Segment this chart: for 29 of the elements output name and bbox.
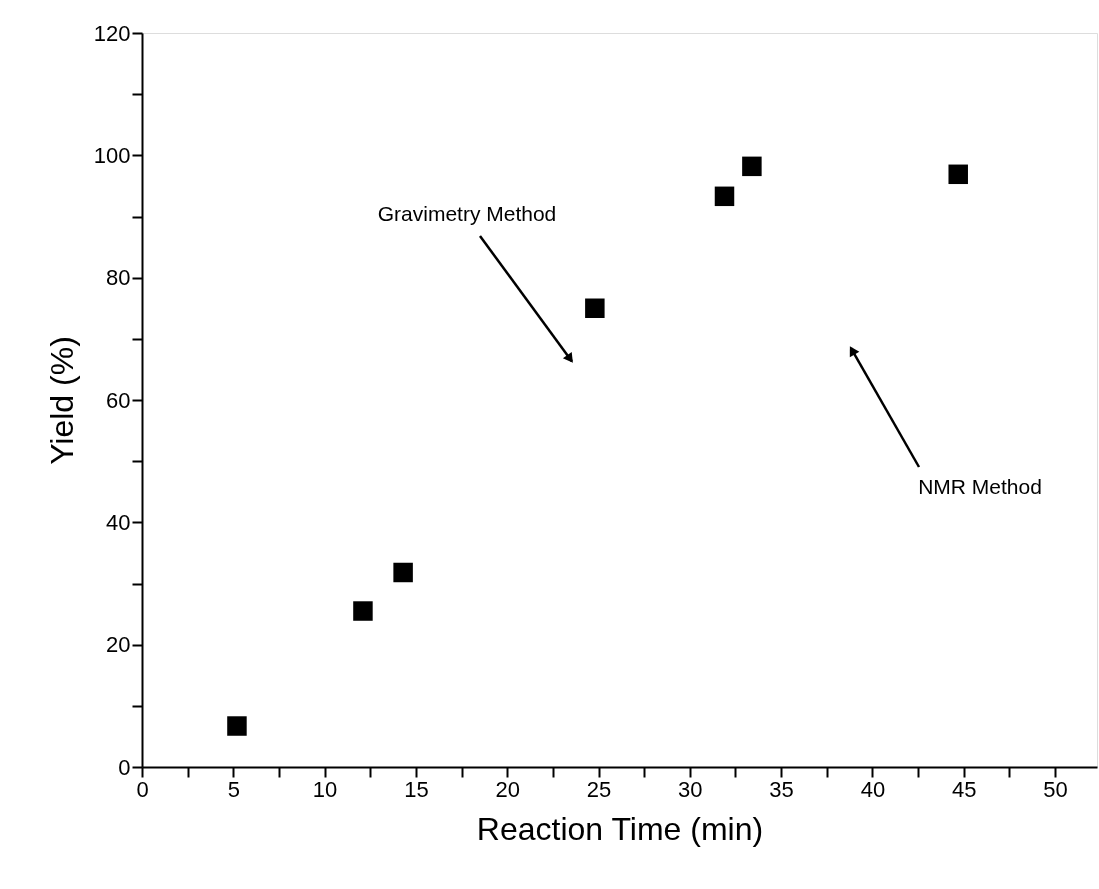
x-tick-label: 50	[1043, 776, 1068, 802]
x-tick-label: 45	[951, 776, 977, 802]
point	[948, 164, 968, 185]
annotation: Gravimetry Method	[377, 202, 557, 225]
y-tick-label: 0	[118, 754, 131, 780]
y-tick-label: 20	[106, 632, 131, 658]
y-tick-label: 60	[106, 387, 131, 413]
x-tick-label: 15	[404, 776, 429, 802]
x-tick-label: 30	[678, 776, 703, 802]
x-tick-label: 0	[136, 776, 149, 802]
x-tick-label: 20	[495, 776, 520, 802]
point	[585, 298, 605, 318]
y-axis-title: Yield (%)	[43, 336, 80, 465]
y-tick-label: 100	[93, 142, 131, 168]
annotation: NMR Method	[918, 475, 1042, 498]
y-tick-label: 80	[106, 265, 131, 291]
x-tick-label: 10	[312, 776, 338, 802]
x-tick-label: 40	[860, 776, 886, 802]
point	[227, 716, 247, 736]
y-tick-label: 40	[106, 509, 131, 535]
point	[714, 186, 735, 207]
x-axis-title: Reaction Time (min)	[476, 810, 764, 847]
x-tick-label: 25	[586, 776, 612, 802]
point	[353, 601, 373, 621]
point	[393, 562, 413, 583]
y-tick-label: 120	[93, 20, 131, 46]
x-tick-label: 35	[769, 776, 794, 802]
point	[742, 156, 762, 177]
x-tick-label: 5	[227, 776, 240, 802]
